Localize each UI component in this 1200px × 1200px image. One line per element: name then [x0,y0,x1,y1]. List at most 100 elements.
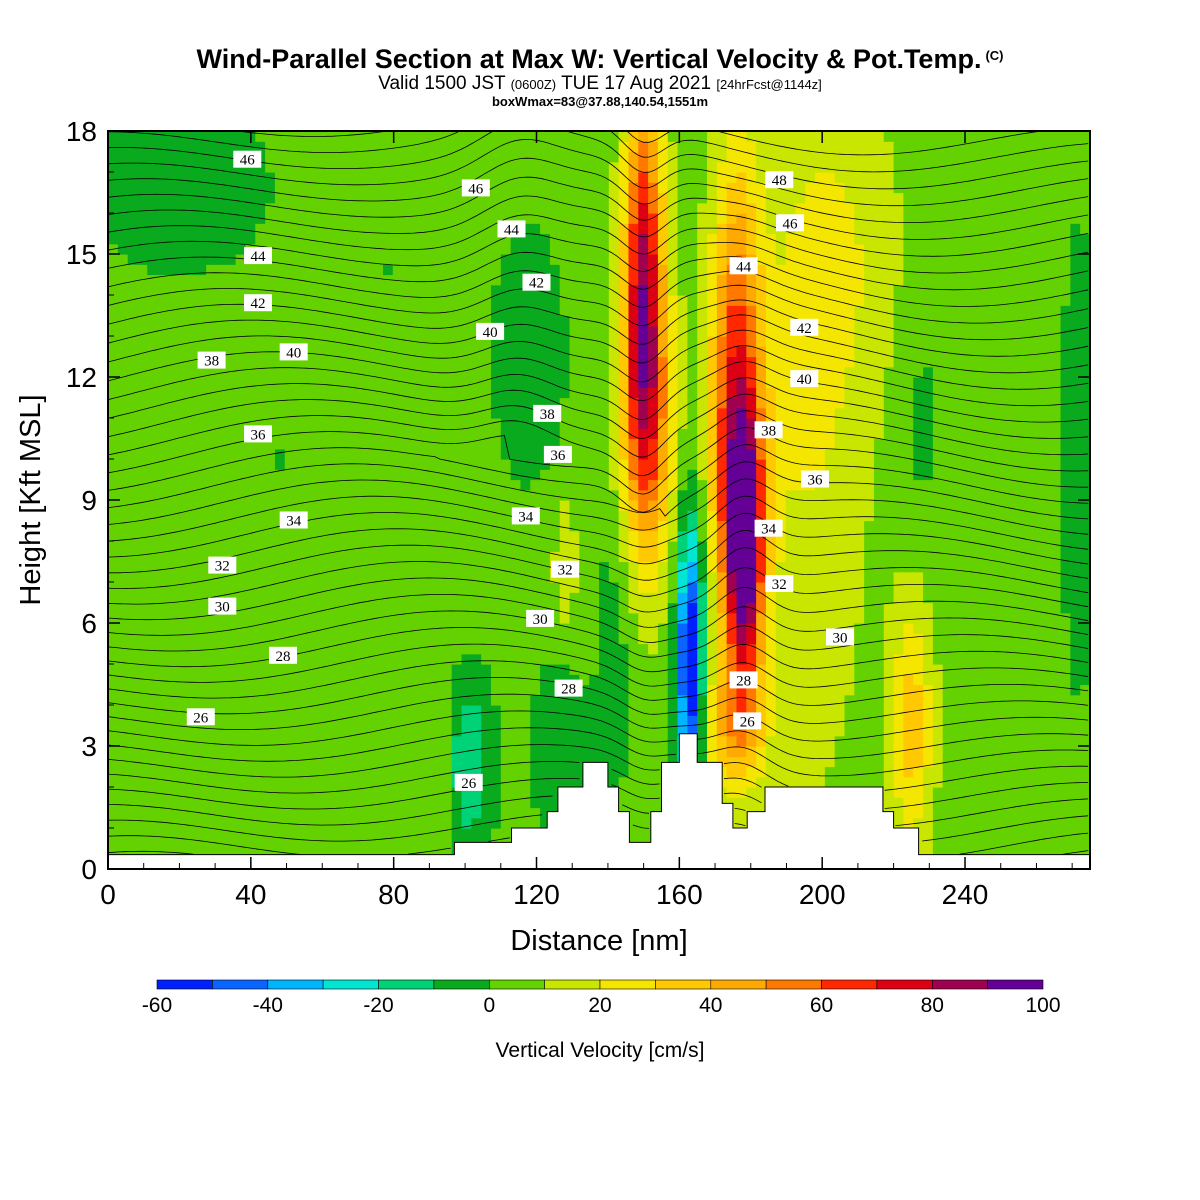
w-cell [648,541,659,552]
w-cell [284,746,296,757]
w-cell [765,161,777,173]
w-cell [716,387,728,399]
w-cell [559,407,571,419]
w-cell [481,131,492,142]
w-cell [657,489,669,501]
w-cell [294,387,305,399]
w-cell [166,756,178,768]
w-cell [461,500,472,511]
w-cell [530,653,541,665]
w-cell [677,725,688,737]
w-cell [294,418,305,429]
w-cell [412,520,423,532]
w-cell [628,674,639,686]
w-cell [726,582,738,593]
w-cell [756,213,767,224]
w-cell [373,828,384,839]
w-cell [412,551,423,563]
w-cell [677,551,688,563]
w-cell [333,448,345,460]
w-cell [216,387,227,399]
w-cell [726,551,738,563]
w-cell [638,131,649,142]
w-cell [127,274,139,286]
w-cell [363,828,374,839]
w-cell [608,469,620,481]
w-cell [618,571,630,583]
w-cell [726,633,738,645]
w-cell [461,602,472,614]
w-cell [127,325,139,337]
w-cell [166,377,178,388]
w-cell [343,725,355,737]
w-cell [451,213,463,224]
w-cell [196,500,207,511]
w-cell [117,715,129,727]
w-cell [628,766,639,778]
w-cell [461,612,472,624]
w-cell [314,141,325,153]
w-cell [176,582,188,593]
w-cell [157,172,168,183]
w-cell [353,776,364,788]
w-cell [324,407,335,419]
w-cell [117,141,129,153]
w-cell [422,664,433,675]
w-cell [481,192,492,204]
w-cell [559,346,571,358]
w-cell [186,315,197,327]
w-cell [638,756,649,768]
w-cell [707,213,718,224]
w-cell [549,694,561,706]
w-cell [333,202,345,214]
w-cell [756,141,767,153]
w-cell [333,766,345,778]
w-cell [707,387,718,399]
w-cell [166,633,178,645]
w-cell [510,551,522,563]
w-cell [500,684,512,696]
w-cell [726,530,738,542]
w-cell [353,366,364,378]
w-cell [343,664,355,675]
w-cell [765,366,777,378]
w-cell [333,643,345,655]
w-cell [216,500,227,511]
w-cell [324,787,335,798]
w-cell [667,623,679,634]
w-cell [333,131,345,142]
w-cell [274,182,286,194]
w-cell [579,346,590,358]
w-cell [579,612,590,624]
w-cell [117,274,129,286]
w-cell [353,131,364,142]
w-cell [618,643,630,655]
w-cell [196,305,207,317]
w-cell [235,438,247,450]
w-cell [225,202,237,214]
w-cell [196,213,207,224]
w-cell [559,243,571,255]
w-cell [245,336,256,347]
w-cell [687,284,698,296]
w-cell [363,674,374,686]
w-cell [657,346,669,358]
w-cell [186,807,197,819]
w-cell [422,489,433,501]
w-cell [579,428,590,440]
w-cell [599,161,610,173]
w-cell [765,131,777,142]
w-cell [137,315,148,327]
w-cell [775,541,787,552]
w-cell [304,592,315,604]
w-cell [402,653,414,665]
w-cell [294,479,305,491]
w-cell [726,418,738,429]
w-cell [697,151,708,163]
w-cell [255,828,266,839]
w-cell [599,602,610,614]
w-cell [510,520,522,532]
w-cell [157,141,168,153]
w-cell [677,172,688,183]
w-cell [520,223,531,235]
